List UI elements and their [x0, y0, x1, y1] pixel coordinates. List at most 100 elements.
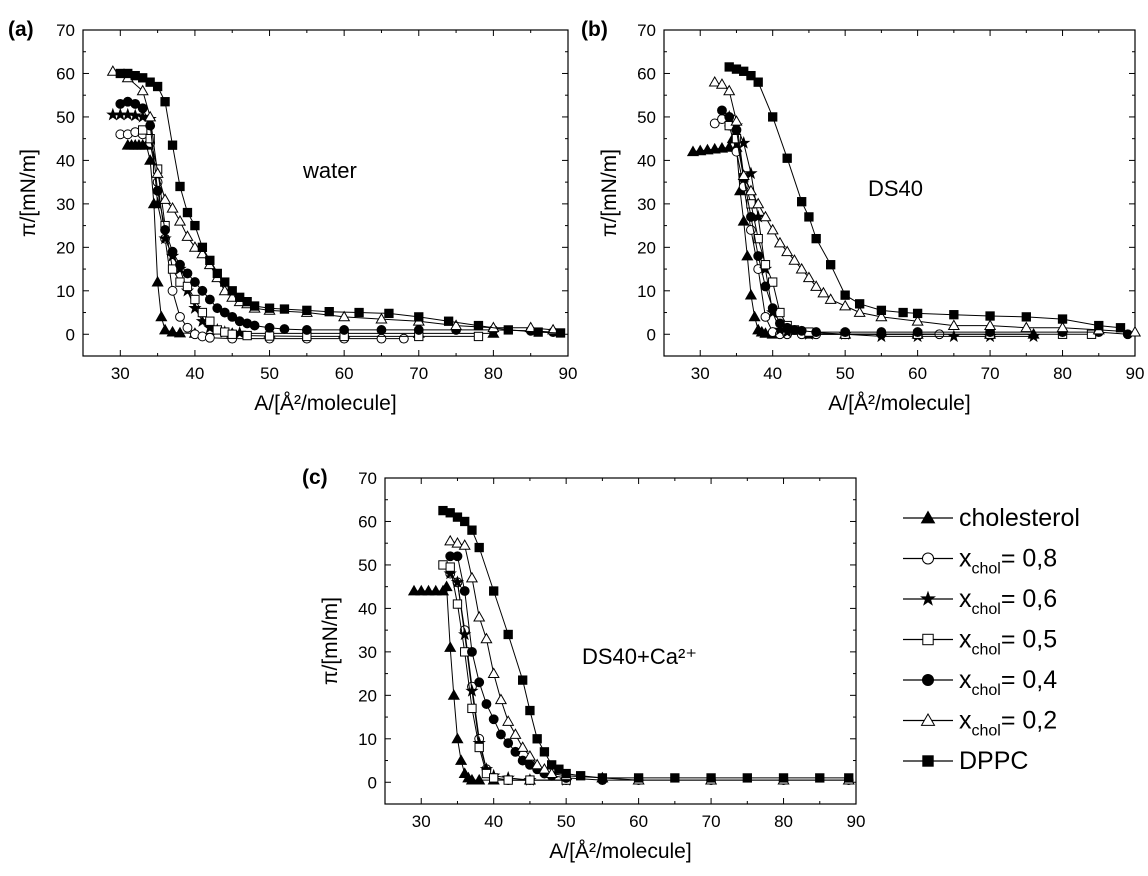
data-point — [376, 333, 387, 344]
data-point — [190, 277, 200, 288]
data-point — [1057, 314, 1068, 324]
data-point — [467, 703, 477, 714]
data-point — [136, 109, 150, 123]
data-point — [503, 629, 513, 640]
data-point — [489, 586, 499, 596]
data-point — [144, 110, 157, 122]
data-point — [760, 260, 771, 270]
data-point — [723, 141, 736, 152]
legend-label-subscript: chol — [972, 682, 1001, 699]
x-tick-label: 90 — [847, 812, 866, 831]
data-point — [465, 773, 479, 785]
data-point — [384, 308, 394, 319]
series-line — [728, 116, 1034, 337]
data-point — [220, 277, 230, 287]
series-line — [729, 66, 1121, 329]
y-tick-label: 70 — [56, 21, 75, 40]
data-point — [753, 77, 763, 87]
data-point — [173, 215, 187, 226]
data-point — [1056, 321, 1069, 333]
series-line — [714, 81, 1136, 333]
data-point — [376, 325, 387, 335]
x-tick-label: 50 — [260, 364, 279, 383]
data-point — [474, 742, 484, 753]
data-point — [898, 307, 908, 318]
legend-label-main: cholesterol — [959, 504, 1080, 532]
data-point — [503, 325, 513, 335]
data-point — [876, 327, 887, 338]
y-tick-label: 70 — [637, 21, 656, 40]
data-point — [338, 310, 351, 322]
data-point — [547, 323, 560, 335]
legend-label-value: = 0,4 — [1001, 666, 1057, 694]
data-point — [459, 586, 470, 596]
data-point — [742, 773, 752, 783]
data-point — [196, 247, 209, 259]
data-point — [782, 153, 792, 163]
series-2 — [443, 566, 573, 786]
series-line — [721, 110, 1128, 335]
data-point — [706, 773, 716, 783]
data-point — [175, 311, 185, 322]
data-point — [531, 758, 544, 770]
data-point — [440, 580, 453, 592]
data-point — [759, 210, 772, 222]
data-point — [264, 322, 275, 333]
data-point — [452, 551, 463, 562]
data-point — [724, 112, 735, 122]
data-point — [766, 223, 779, 235]
data-point — [190, 294, 200, 305]
data-point — [473, 320, 484, 331]
data-point — [775, 318, 785, 329]
x-tick-label: 50 — [836, 364, 855, 383]
y-tick-label: 60 — [358, 512, 377, 531]
data-point — [788, 254, 801, 265]
data-point — [844, 773, 854, 783]
y-tick-label: 20 — [637, 238, 656, 257]
legend-label: DPPC — [959, 747, 1028, 775]
data-point — [354, 307, 364, 318]
y-tick-label: 60 — [637, 64, 656, 83]
x-tick-label: 60 — [908, 364, 927, 383]
x-tick-label: 40 — [185, 364, 204, 383]
x-tick-label: 40 — [763, 364, 782, 383]
data-point — [443, 566, 457, 580]
data-point — [151, 275, 164, 287]
data-point — [155, 310, 168, 322]
data-point — [473, 331, 484, 342]
y-tick-label: 0 — [647, 325, 656, 344]
series-5 — [708, 75, 1142, 337]
y-tick-label: 40 — [637, 151, 656, 170]
data-point — [911, 315, 924, 326]
data-point — [128, 108, 142, 122]
y-tick-label: 40 — [358, 599, 377, 618]
y-axis-label: π/[mN/m] — [598, 149, 621, 237]
data-point — [525, 775, 535, 785]
chart-panel-b: 30 40 50 60 70 80 90 0 10 20 30 40 50 60 70 A/[Å²/molec… — [581, 18, 1144, 415]
legend-marker — [921, 673, 935, 687]
legend-marker — [921, 552, 935, 565]
data-point — [708, 75, 721, 87]
subphase-annotation: DS40 — [868, 176, 923, 201]
data-point — [737, 215, 750, 226]
data-point — [474, 542, 484, 553]
data-point — [947, 319, 960, 330]
data-point — [182, 268, 193, 279]
data-point — [815, 773, 825, 783]
y-tick-label: 10 — [358, 730, 377, 749]
subphase-annotation: DS40+Ca²⁺ — [582, 644, 697, 669]
plot-frame — [663, 29, 1136, 357]
legend-marker — [922, 755, 934, 767]
data-point — [473, 610, 486, 622]
legend-label-value: = 0,6 — [1001, 585, 1057, 613]
data-point — [460, 516, 470, 527]
data-point — [145, 134, 155, 144]
data-point — [802, 271, 815, 283]
series-line — [414, 585, 530, 781]
x-tick-label: 80 — [774, 812, 793, 831]
data-point — [525, 705, 535, 716]
data-point — [264, 303, 275, 313]
data-point — [152, 185, 163, 196]
data-point — [473, 773, 486, 785]
data-point — [158, 231, 172, 245]
